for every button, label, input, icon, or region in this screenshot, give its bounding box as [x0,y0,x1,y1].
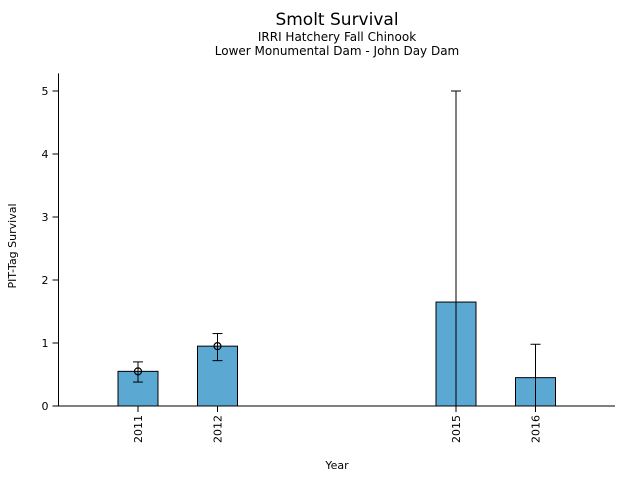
chart-subtitle-line-2: Lower Monumental Dam - John Day Dam [214,44,460,58]
y-tick-label-4: 4 [42,148,49,161]
y-tick-label-2: 2 [42,274,49,287]
y-axis-label: PIT-Tag Survival [6,203,19,288]
point-marker-2011 [133,367,143,376]
x-tick-label-2012: 2012 [212,415,225,443]
x-tick-label-2015: 2015 [450,415,463,443]
y-tick-label-3: 3 [42,211,49,224]
bars-layer [117,90,556,407]
x-tick-label-2016: 2016 [530,415,543,443]
y-tick-label-5: 5 [42,85,49,98]
y-tick-label-0: 0 [42,400,49,413]
point-marker-2012 [213,342,222,351]
x-tick-label-2011: 2011 [132,415,145,443]
axes-layer: 0 1 2 3 4 5 2011 2012 2015 2016 [42,73,615,443]
chart-subtitle-line-1: IRRI Hatchery Fall Chinook [257,30,417,44]
title-block: Smolt Survival IRRI Hatchery Fall Chinoo… [59,10,615,58]
chart-title: Smolt Survival [275,10,399,30]
x-axis-label: Year [324,459,349,472]
y-tick-label-1: 1 [42,337,49,350]
